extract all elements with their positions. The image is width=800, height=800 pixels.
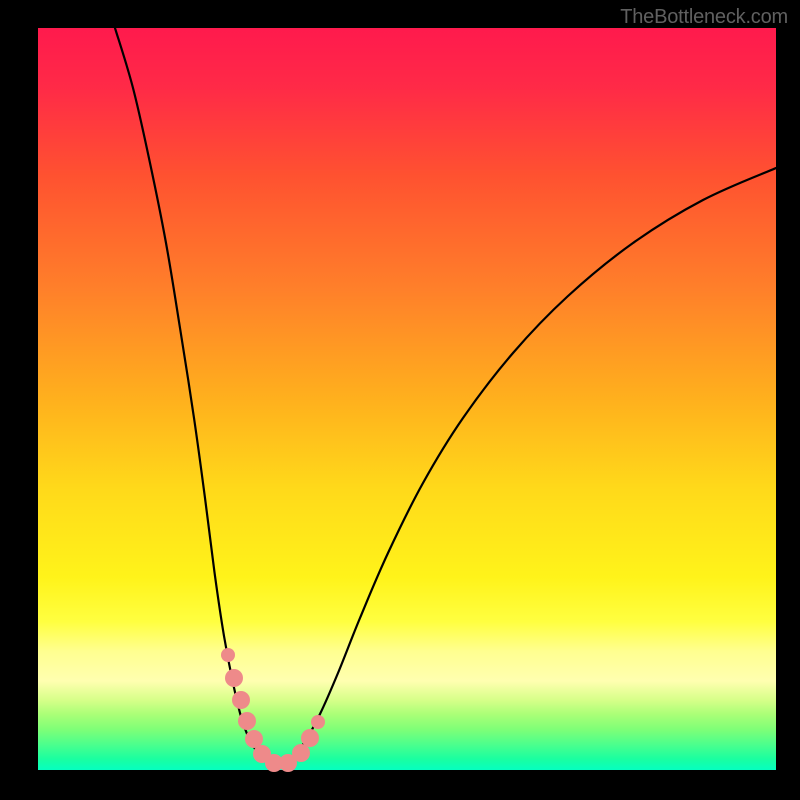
data-marker [311,715,325,729]
bottleneck-curve [38,28,776,770]
data-marker [225,669,243,687]
plot-area [38,28,776,770]
data-marker [232,691,250,709]
data-marker [221,648,235,662]
data-marker [238,712,256,730]
data-marker [301,729,319,747]
chart-container: TheBottleneck.com [0,0,800,800]
curve-segment [115,28,277,765]
watermark-text: TheBottleneck.com [620,6,788,29]
curve-segment [277,168,776,765]
